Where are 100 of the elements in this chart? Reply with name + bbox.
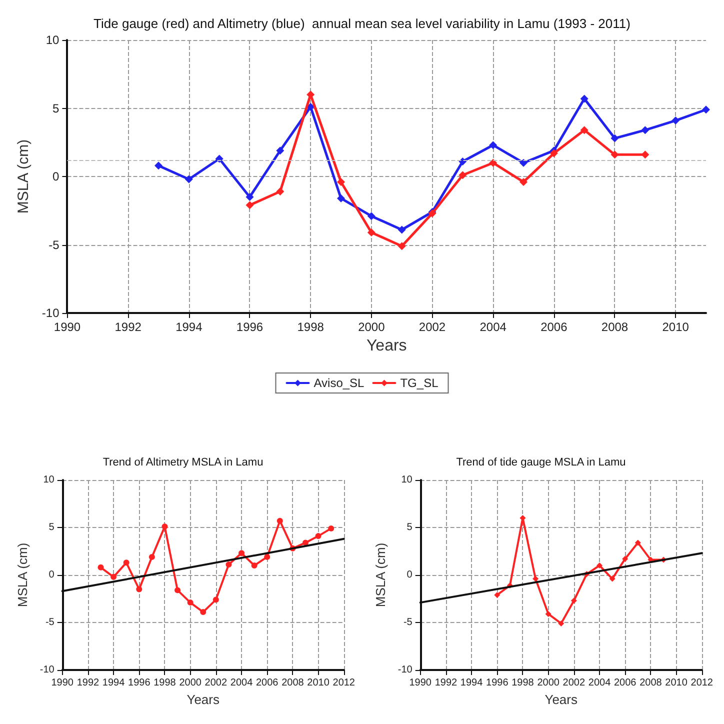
x-tick-label: 1998 (154, 678, 176, 688)
point (550, 149, 558, 158)
point (545, 610, 552, 617)
x-tick-label: 2006 (614, 678, 637, 688)
point (489, 158, 498, 167)
x-tick-label: 1994 (102, 678, 126, 688)
x-tick-label: 2006 (256, 678, 279, 688)
point (367, 212, 376, 220)
x-tick-label: 1990 (54, 320, 81, 334)
x-tick-label: 2010 (307, 678, 330, 688)
legend-label: Aviso_SL (314, 376, 365, 390)
point (596, 562, 603, 568)
x-tick-label: 2000 (537, 678, 560, 688)
point (276, 146, 284, 155)
y-tick-label: -5 (403, 617, 413, 628)
x-tick-label: 1990 (409, 678, 432, 688)
x-tick-label: 2004 (230, 678, 254, 688)
x-tick-label: 2002 (418, 320, 446, 334)
x-tick-label: 2008 (640, 678, 662, 688)
point (315, 533, 322, 540)
point (609, 576, 616, 582)
point (489, 141, 498, 150)
point (641, 126, 650, 134)
x-axis-title: Years (366, 337, 407, 354)
point (154, 162, 162, 170)
point (622, 556, 628, 562)
point (246, 192, 254, 201)
x-tick-label: 2004 (588, 678, 612, 688)
y-tick-label: 10 (43, 474, 55, 486)
y-axis-title: MSLA (cm) (373, 542, 388, 608)
legend-label: TG_SL (400, 376, 439, 390)
x-tick-label: 1998 (512, 678, 534, 688)
point (672, 116, 680, 125)
y-tick-label: 0 (406, 570, 413, 580)
x-tick-label: 2000 (179, 678, 202, 688)
point (580, 126, 588, 134)
x-tick-label: 2012 (690, 678, 714, 688)
x-tick-label: 2008 (282, 678, 304, 688)
point (641, 150, 650, 159)
chart-title: Trend of Altimetry MSLA in Lamu (102, 456, 264, 468)
point (246, 201, 254, 210)
x-tick-label: 2012 (332, 678, 356, 688)
y-tick-label: 5 (52, 101, 60, 116)
point (398, 226, 406, 234)
x-tick-label: 2002 (562, 678, 586, 688)
point (276, 518, 283, 524)
x-tick-label: 2010 (662, 320, 690, 334)
point (276, 188, 284, 196)
x-tick-label: 1990 (51, 678, 74, 688)
y-axis-title: MSLA (cm) (15, 139, 32, 214)
point (264, 554, 270, 560)
y-tick-label: -10 (40, 664, 55, 676)
y-tick-label: 0 (52, 170, 60, 184)
point (367, 228, 376, 236)
point (136, 586, 142, 592)
point (200, 609, 206, 616)
y-axis-title: MSLA (cm) (15, 542, 30, 608)
point (123, 560, 130, 566)
point (238, 550, 245, 556)
x-axis-title: Years (186, 692, 220, 707)
point (336, 178, 345, 186)
x-tick-label: 1992 (434, 678, 458, 688)
point (458, 171, 467, 180)
point (494, 592, 500, 598)
x-tick-label: 1994 (176, 320, 203, 334)
point (570, 598, 577, 604)
point (184, 175, 193, 184)
x-tick-label: 2004 (480, 320, 507, 334)
point (98, 564, 104, 570)
point (302, 540, 308, 546)
x-tick-label: 1998 (297, 320, 324, 334)
x-tick-label: 2002 (204, 678, 228, 688)
point (520, 178, 528, 186)
point (398, 242, 406, 250)
point (226, 562, 232, 568)
point (174, 587, 181, 594)
x-tick-label: 1992 (114, 320, 142, 334)
x-tick-label: 1996 (128, 678, 151, 688)
point (148, 554, 155, 560)
point (610, 134, 619, 142)
point (187, 600, 194, 606)
chart-title: Trend of tide gauge MSLA in Lamu (456, 456, 626, 468)
point (110, 574, 117, 580)
x-tick-label: 1992 (76, 678, 100, 688)
x-tick-label: 1996 (236, 320, 264, 334)
y-tick-label: -10 (398, 664, 413, 676)
point (162, 524, 168, 530)
x-tick-label: 2000 (358, 320, 386, 334)
point (251, 562, 258, 568)
x-tick-label: 2010 (665, 678, 688, 688)
y-tick-label: -5 (45, 617, 55, 628)
point (580, 94, 588, 103)
x-tick-label: 2008 (601, 320, 628, 334)
y-tick-label: 10 (46, 33, 60, 47)
point (212, 596, 219, 603)
point (336, 194, 345, 202)
point (610, 150, 619, 159)
point (520, 158, 528, 167)
y-tick-label: 5 (48, 522, 55, 533)
y-tick-label: 0 (48, 570, 55, 580)
